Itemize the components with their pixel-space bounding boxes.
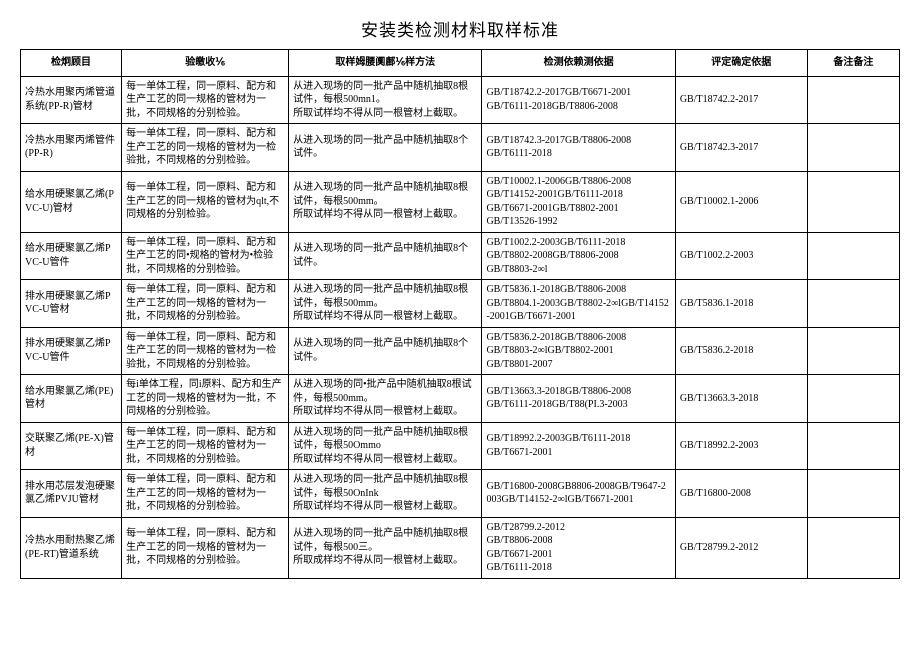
table-row: 给水用硬聚氯乙烯(PVC-U)管材每一单体工程，同一原料、配方和生产工艺的同一规… — [21, 171, 900, 232]
table-cell — [807, 470, 899, 518]
table-cell: 每一单体工程，同一原料、配方和生产工艺的同一规格的管材为一批，不同规格的分别检验… — [122, 280, 289, 328]
table-cell: 给水用硬聚氯乙烯(PVC-U)管材 — [21, 171, 122, 232]
table-cell: 每i单体工程，同i原料、配方和生产工艺的同一规格的管材为一批，不同规格的分别检验… — [122, 375, 289, 423]
table-cell: 每一单体工程，同一原料、配方和生产工艺的同•规格的管材为•检验批，不同规格的分别… — [122, 232, 289, 280]
table-row: 冷热水用聚丙烯管件(PP-R)每一单体工程，同一原料、配方和生产工艺的同一规格的… — [21, 124, 900, 172]
col-header-5: 评定确定依据 — [675, 50, 807, 77]
table-cell: 从进入现场的同一批产品中随机抽取8根试件，每根500三。所取成样均不得从同一根管… — [289, 517, 482, 578]
table-row: 交联聚乙烯(PE-X)管材每一单体工程，同一原料、配方和生产工艺的同一规格的管材… — [21, 422, 900, 470]
table-cell: GB/T10002.1-2006 — [675, 171, 807, 232]
standards-table: 检炯顾目 验皦收⅙ 取样姆腰阒鄜⅙样方法 检测依赖测依据 评定确定依据 备注备注… — [20, 49, 900, 579]
table-cell: GB/T1002.2-2003GB/T6111-2018GB/T8802-200… — [482, 232, 675, 280]
table-cell: 每一单体工程，同一原料、配方和生产工艺的同一规格的管材为一检验批，不同规格的分别… — [122, 124, 289, 172]
table-cell: 从进入现场的同一批产品中随机抽取8个试件。 — [289, 327, 482, 375]
table-cell: 冷热水用聚丙烯管道系统(PP-R)管材 — [21, 76, 122, 124]
table-row: 给水用聚氯乙烯(PE)管材每i单体工程，同i原料、配方和生产工艺的同一规格的管材… — [21, 375, 900, 423]
table-row: 给水用硬聚氯乙烯PVC-U管件每一单体工程，同一原料、配方和生产工艺的同•规格的… — [21, 232, 900, 280]
table-cell: GB/T18992.2-2003 — [675, 422, 807, 470]
table-row: 冷热水用耐热聚乙烯(PE-RT)管道系统每一单体工程，同一原料、配方和生产工艺的… — [21, 517, 900, 578]
table-cell: 从进入现场的同一批产品中随机抽取8根试件，每根50Ommo所取试样均不得从同一根… — [289, 422, 482, 470]
table-cell: GB/T13663.3-2018GB/T8806-2008GB/T6111-20… — [482, 375, 675, 423]
table-cell: 每一单体工程，同一原料、配方和生产工艺的同一规格的管材为一批，不同规格的分别检验… — [122, 76, 289, 124]
col-header-2: 验皦收⅙ — [122, 50, 289, 77]
table-cell: 从进入现场的同一批产品中随机抽取8根试件，每根50OnInk所取试样均不得从同一… — [289, 470, 482, 518]
table-cell: 每一单体工程，同一原料、配方和生产工艺的同一规格的管材为一批，不同规格的分别检验… — [122, 470, 289, 518]
table-cell: GB/T18742.3-2017 — [675, 124, 807, 172]
table-cell: 从进入现场的同一批产品中随机抽取8个试件。 — [289, 232, 482, 280]
table-cell: 每一单体工程，同一原料、配方和生产工艺的同一规格的管材为一批，不同规格的分别检验… — [122, 422, 289, 470]
table-cell — [807, 280, 899, 328]
table-cell: 给水用硬聚氯乙烯PVC-U管件 — [21, 232, 122, 280]
table-cell: GB/T18742.2-2017GB/T6671-2001GB/T6111-20… — [482, 76, 675, 124]
table-cell: GB/T28799.2-2012GB/T8806-2008GB/T6671-20… — [482, 517, 675, 578]
table-row: 排水用芯层发泡硬聚氯乙烯PVJU管材每一单体工程，同一原料、配方和生产工艺的同一… — [21, 470, 900, 518]
table-cell: 从进入现场的同一批产品中随机抽取8根试件，每根500mm。所取试样均不得从同一根… — [289, 171, 482, 232]
table-cell: GB/T18742.3-2017GB/T8806-2008GB/T6111-20… — [482, 124, 675, 172]
table-cell: GB/T5836.2-2018GB/T8806-2008GB/T8803-2∞l… — [482, 327, 675, 375]
table-cell: GB/T1002.2-2003 — [675, 232, 807, 280]
table-cell — [807, 76, 899, 124]
table-cell: GB/T5836.1-2018GB/T8806-2008GB/T8804.1-2… — [482, 280, 675, 328]
table-cell: GB/T16800-2008GB8806-2008GB/T9647-2003GB… — [482, 470, 675, 518]
table-cell — [807, 124, 899, 172]
table-cell: 交联聚乙烯(PE-X)管材 — [21, 422, 122, 470]
table-cell: GB/T5836.1-2018 — [675, 280, 807, 328]
table-cell — [807, 232, 899, 280]
table-cell: 从进入现场的同一批产品中随机抽取8个试件。 — [289, 124, 482, 172]
table-cell: 每一单体工程，同一原料、配方和生产工艺的同一规格的管材为一检验批，不同规格的分别… — [122, 327, 289, 375]
col-header-1: 检炯顾目 — [21, 50, 122, 77]
table-cell: GB/T10002.1-2006GB/T8806-2008GB/T14152-2… — [482, 171, 675, 232]
table-cell: 从进入现场的同一批产品中随机抽取8根试件，每根500mn1。所取试样均不得从同一… — [289, 76, 482, 124]
table-cell: 每一单体工程，同一原料、配方和生产工艺的同一规格的管材为一批，不同规格的分别检验… — [122, 517, 289, 578]
table-cell — [807, 375, 899, 423]
table-cell: GB/T18742.2-2017 — [675, 76, 807, 124]
table-cell: 排水用硬聚氯乙烯PVC-U管材 — [21, 280, 122, 328]
page-title: 安装类检测材料取样标准 — [20, 16, 900, 41]
table-cell: GB/T5836.2-2018 — [675, 327, 807, 375]
table-cell: 排水用芯层发泡硬聚氯乙烯PVJU管材 — [21, 470, 122, 518]
table-cell: 给水用聚氯乙烯(PE)管材 — [21, 375, 122, 423]
table-cell — [807, 517, 899, 578]
table-cell — [807, 171, 899, 232]
table-row: 冷热水用聚丙烯管道系统(PP-R)管材每一单体工程，同一原料、配方和生产工艺的同… — [21, 76, 900, 124]
table-cell: 从进入现场的同•批产品中随机抽取8根试件，每根500mm。所取试样均不得从同一根… — [289, 375, 482, 423]
col-header-6: 备注备注 — [807, 50, 899, 77]
table-cell — [807, 422, 899, 470]
table-cell: 排水用硬聚氯乙烯PVC-U管件 — [21, 327, 122, 375]
table-cell: GB/T16800-2008 — [675, 470, 807, 518]
table-cell: GB/T13663.3-2018 — [675, 375, 807, 423]
col-header-3: 取样姆腰阒鄜⅙样方法 — [289, 50, 482, 77]
table-cell: 从进入现场的同一批产品中随机抽取8根试件，每根500mm。所取试样均不得从同一根… — [289, 280, 482, 328]
table-cell: GB/T28799.2-2012 — [675, 517, 807, 578]
table-cell: 冷热水用聚丙烯管件(PP-R) — [21, 124, 122, 172]
table-row: 排水用硬聚氯乙烯PVC-U管材每一单体工程，同一原料、配方和生产工艺的同一规格的… — [21, 280, 900, 328]
table-cell — [807, 327, 899, 375]
col-header-4: 检测依赖测依据 — [482, 50, 675, 77]
table-cell: 每一单体工程，同一原料、配方和生产工艺的同一规格的管材为qlt,不同规格的分别检… — [122, 171, 289, 232]
table-cell: 冷热水用耐热聚乙烯(PE-RT)管道系统 — [21, 517, 122, 578]
table-header-row: 检炯顾目 验皦收⅙ 取样姆腰阒鄜⅙样方法 检测依赖测依据 评定确定依据 备注备注 — [21, 50, 900, 77]
table-row: 排水用硬聚氯乙烯PVC-U管件每一单体工程，同一原料、配方和生产工艺的同一规格的… — [21, 327, 900, 375]
table-cell: GB/T18992.2-2003GB/T6111-2018GB/T6671-20… — [482, 422, 675, 470]
